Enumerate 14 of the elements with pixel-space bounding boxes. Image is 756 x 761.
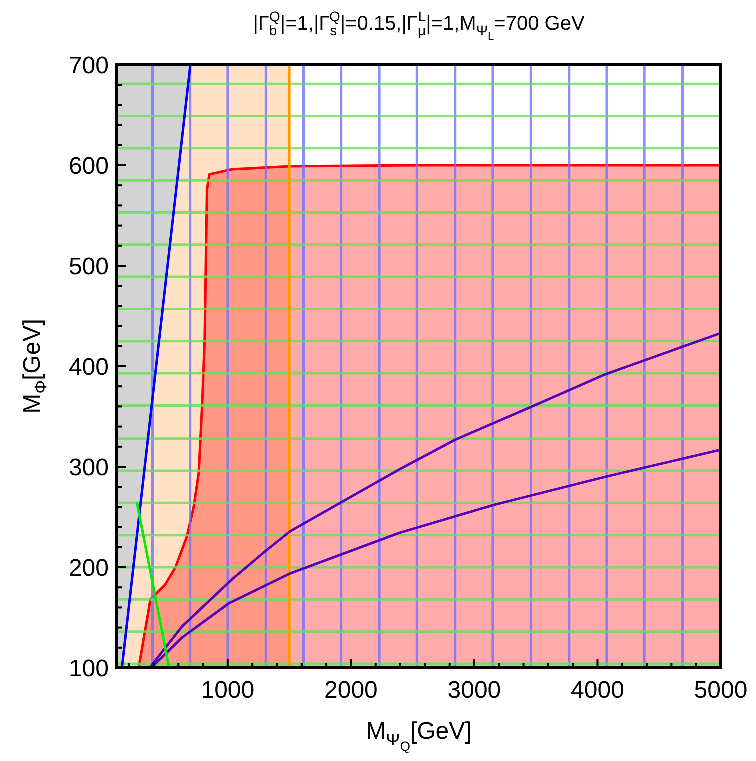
x-tick-label: 5000 [694,677,748,704]
x-tick-label: 1000 [201,677,255,704]
x-axis-title: M$_{Ψ}$$_{Q}$[GeV] [366,718,472,754]
y-tick-label: 200 [68,554,109,582]
y-tick-label: 400 [68,354,109,381]
y-tick-label: 600 [68,152,109,180]
chart-title: |Γ$_{b}$$^{Q}$|=1,|Γ$_{s}$$^{Q}$|=0.15,|Γ$_{μ}$$^{L}$|=1,M$_{Ψ}$$_{L}$=700 GeV [253,8,585,43]
y-tick-label: 700 [68,52,109,80]
x-tick-label: 4000 [571,677,624,704]
y-tick-label: 100 [68,655,109,682]
y-tick-label: 500 [68,253,109,280]
x-tick-label: 2000 [324,677,378,704]
x-tick-label: 3000 [448,677,502,704]
y-tick-label: 300 [68,454,109,482]
